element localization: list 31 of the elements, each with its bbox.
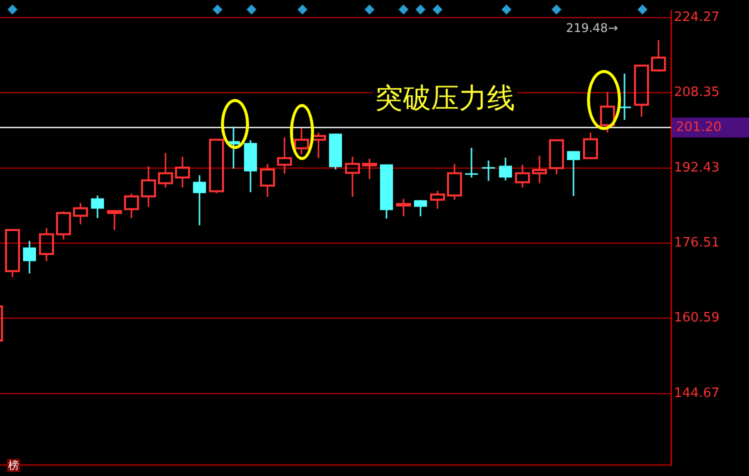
- y-tick-label: 160.59: [674, 310, 720, 326]
- candlestick: [294, 127, 309, 156]
- y-tick-label: 176.51: [674, 236, 720, 251]
- ref-line-label: 201.20: [676, 120, 722, 135]
- annotation: 榜: [7, 459, 20, 472]
- candlestick: [362, 158, 377, 180]
- candlestick: [532, 155, 547, 184]
- annotation: 219.48→: [566, 21, 618, 36]
- candlestick: [430, 190, 445, 210]
- candlestick: [311, 132, 326, 159]
- candlestick: [277, 136, 292, 175]
- candlestick: [141, 165, 156, 208]
- annotation: 突破压力线: [375, 81, 515, 114]
- y-tick-label: 224.27: [674, 10, 720, 25]
- y-tick-label: 208.35: [674, 85, 720, 100]
- candlestick: [158, 152, 173, 188]
- candlestick: [107, 209, 122, 231]
- candlestick: [73, 202, 88, 226]
- candlestick: [175, 156, 190, 188]
- candlestick: [634, 64, 649, 118]
- candlestick: [515, 164, 530, 188]
- candlestick: [396, 198, 411, 218]
- candlestick: [447, 163, 462, 200]
- candlestick: [124, 192, 139, 219]
- candlestick: [345, 156, 360, 198]
- candlestick: [39, 227, 54, 262]
- candlestick: [600, 91, 615, 134]
- y-tick-label: 192.43: [674, 160, 720, 176]
- y-tick-label: 144.67: [674, 386, 720, 401]
- candlestick: [260, 163, 275, 198]
- candlestick: [651, 39, 666, 72]
